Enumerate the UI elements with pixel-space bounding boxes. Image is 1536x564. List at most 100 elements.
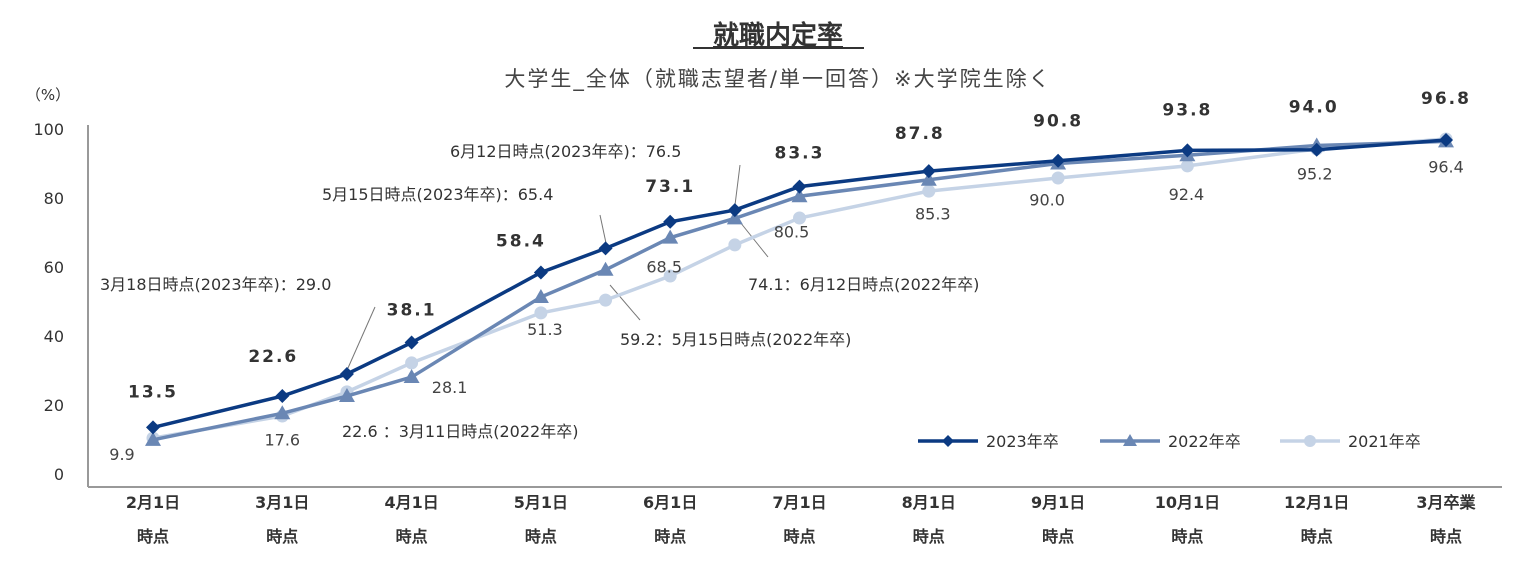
data-point-diamond — [1051, 153, 1066, 168]
legend-item-2023年卒: 2023年卒 — [918, 432, 1059, 451]
data-point-diamond — [1180, 143, 1195, 158]
x-tick-label: 3月1日 — [255, 493, 309, 512]
legend-marker — [1123, 434, 1137, 446]
data-point-triangle — [338, 388, 355, 403]
series-line — [152, 138, 1447, 430]
data-label-2022: 90.0 — [1029, 191, 1065, 210]
x-tick-label: 7月1日 — [772, 493, 826, 512]
data-point-diamond — [146, 420, 160, 435]
data-point-diamond — [598, 241, 613, 256]
x-tick-label-sub: 時点 — [783, 527, 815, 546]
x-tick-label-sub: 時点 — [525, 527, 557, 546]
y-tick-label: 40 — [44, 327, 64, 346]
x-tick-label-sub: 時点 — [1171, 527, 1203, 546]
legend-label: 2023年卒 — [986, 432, 1059, 451]
annotation-label: 5月15日時点(2023年卒)：65.4 — [322, 185, 553, 204]
data-point-diamond — [339, 366, 354, 381]
legend-label: 2021年卒 — [1348, 432, 1421, 451]
data-label-2022: 95.2 — [1297, 165, 1333, 184]
x-tick-label: 4月1日 — [384, 493, 438, 512]
data-label-2023: 73.1 — [645, 177, 695, 197]
annotation-leader-line — [347, 306, 376, 369]
legend-item-2022年卒: 2022年卒 — [1100, 432, 1241, 451]
data-point-circle — [1180, 159, 1194, 173]
legend-marker — [942, 435, 954, 447]
data-label-2023: 13.5 — [128, 382, 178, 402]
x-tick-label: 2月1日 — [126, 493, 180, 512]
data-point-diamond — [275, 389, 290, 404]
series-2022年卒 — [145, 133, 1454, 446]
annotation-leader-line — [609, 284, 641, 321]
x-tick-label: 10月1日 — [1155, 493, 1220, 512]
data-label-2022: 80.5 — [774, 222, 810, 241]
data-label-2023: 58.4 — [496, 232, 546, 252]
y-tick-label: 0 — [54, 465, 64, 484]
data-point-circle — [1051, 171, 1065, 185]
data-label-2022: 51.3 — [527, 320, 563, 339]
legend-item-2021年卒: 2021年卒 — [1280, 432, 1421, 451]
x-tick-label-sub: 時点 — [1430, 527, 1462, 546]
series-line — [152, 137, 1447, 440]
data-point-circle — [793, 211, 806, 225]
data-point-circle — [663, 269, 677, 283]
data-point-circle — [405, 356, 419, 370]
data-point-diamond — [921, 164, 936, 179]
data-point-triangle — [791, 188, 808, 203]
x-tick-label-sub: 時点 — [266, 527, 298, 546]
y-tick-label: 100 — [33, 120, 64, 139]
data-point-triangle — [532, 289, 549, 304]
data-label-2022: 9.9 — [109, 445, 134, 464]
data-label-2022: 96.4 — [1428, 157, 1464, 176]
y-axis-label: （%） — [26, 86, 70, 104]
x-tick-label: 9月1日 — [1031, 493, 1085, 512]
annotation-label: 22.6 ：3月11日時点(2022年卒) — [342, 422, 578, 441]
y-tick-label: 60 — [44, 258, 64, 277]
annotation-leader-line — [734, 164, 741, 206]
data-label-2023: 87.8 — [895, 124, 945, 144]
x-tick-label-sub: 時点 — [654, 527, 686, 546]
data-point-diamond — [1439, 133, 1453, 148]
data-label-2023: 94.0 — [1289, 98, 1339, 118]
x-tick-label-sub: 時点 — [396, 527, 428, 546]
data-point-diamond — [792, 179, 807, 194]
data-point-triangle — [726, 210, 743, 225]
series-2023年卒 — [146, 133, 1453, 435]
annotation-label: 3月18日時点(2023年卒)：29.0 — [100, 275, 331, 294]
y-tick-label: 20 — [44, 396, 64, 415]
data-label-2022: 92.4 — [1169, 185, 1205, 204]
data-label-2022: 28.1 — [432, 378, 468, 397]
x-tick-label-sub: 時点 — [1301, 527, 1333, 546]
data-point-triangle — [920, 171, 937, 186]
y-tick-label: 80 — [44, 189, 64, 208]
x-tick-label: 12月1日 — [1284, 493, 1349, 512]
data-label-2023: 93.8 — [1162, 100, 1212, 120]
data-label-2023: 90.8 — [1033, 112, 1083, 132]
legend-marker — [1304, 435, 1316, 447]
x-tick-label: 3月卒業 — [1416, 493, 1476, 512]
data-point-triangle — [597, 261, 614, 276]
data-point-triangle — [145, 431, 161, 446]
chart-title: 就職内定率 — [713, 20, 843, 51]
data-point-diamond — [1309, 142, 1324, 157]
x-tick-label-sub: 時点 — [1042, 527, 1074, 546]
data-label-2023: 38.1 — [387, 301, 437, 321]
data-label-2022: 68.5 — [646, 258, 682, 277]
legend-label: 2022年卒 — [1168, 432, 1241, 451]
data-point-circle — [922, 184, 936, 198]
x-tick-label: 6月1日 — [643, 493, 697, 512]
x-tick-label-sub: 時点 — [137, 527, 169, 546]
data-label-2023: 96.8 — [1421, 89, 1471, 109]
data-point-diamond — [727, 203, 742, 218]
chart-subtitle: 大学生_全体（就職志望者/単一回答）※大学院生除く — [504, 67, 1051, 92]
annotation-label: 6月12日時点(2023年卒)：76.5 — [450, 142, 681, 161]
data-point-circle — [728, 238, 742, 252]
x-tick-label-sub: 時点 — [913, 527, 945, 546]
data-point-triangle — [662, 229, 679, 244]
data-label-2023: 22.6 — [248, 347, 298, 367]
annotation-label: 59.2：5月15日時点(2022年卒) — [620, 330, 851, 349]
data-label-2022: 85.3 — [915, 205, 951, 224]
data-label-2022: 17.6 — [264, 430, 300, 449]
annotation-leader-line — [599, 214, 607, 244]
data-point-diamond — [663, 214, 678, 229]
